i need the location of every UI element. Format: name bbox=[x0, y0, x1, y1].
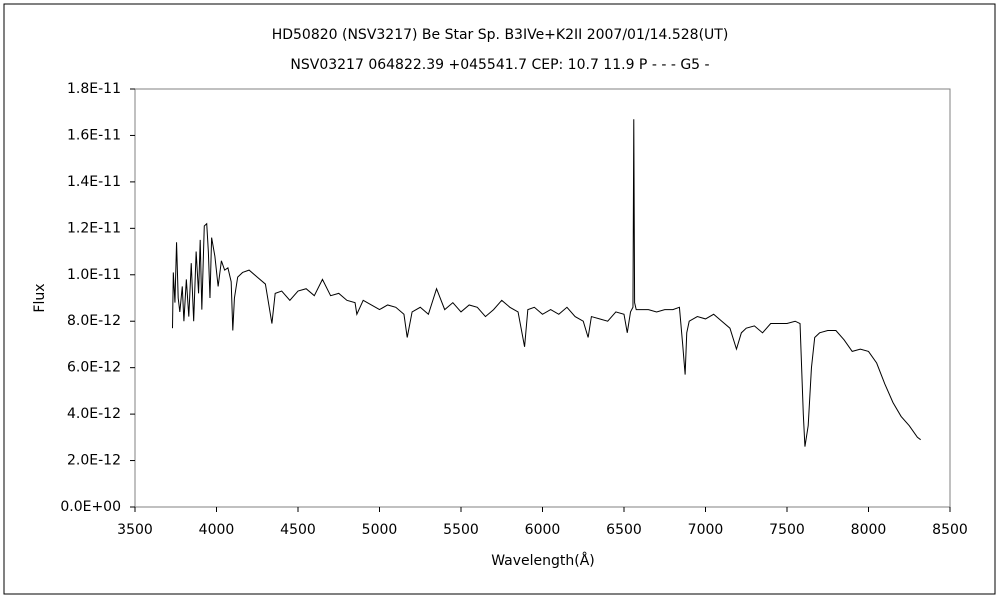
x-tick-label: 6500 bbox=[606, 522, 642, 538]
y-tick-label: 1.0E-11 bbox=[67, 267, 121, 283]
y-axis-title: Flux bbox=[32, 283, 48, 312]
y-tick-label: 0.0E+00 bbox=[60, 499, 121, 515]
x-tick-label: 4500 bbox=[280, 522, 316, 538]
y-tick-label: 8.0E-12 bbox=[67, 313, 121, 329]
y-tick-label: 1.8E-11 bbox=[67, 81, 121, 97]
chart-border bbox=[3, 3, 996, 595]
x-tick-label: 3500 bbox=[117, 522, 153, 538]
y-tick-label: 6.0E-12 bbox=[67, 360, 121, 376]
x-tick-label: 6000 bbox=[525, 522, 561, 538]
y-tick-label: 1.6E-11 bbox=[67, 127, 121, 143]
chart-subtitle: NSV03217 064822.39 +045541.7 CEP: 10.7 1… bbox=[290, 57, 709, 73]
y-tick-label: 2.0E-12 bbox=[67, 453, 121, 469]
x-tick-label: 5500 bbox=[443, 522, 479, 538]
chart-title: HD50820 (NSV3217) Be Star Sp. B3IVe+K2II… bbox=[272, 27, 729, 43]
x-tick-label: 7000 bbox=[688, 522, 724, 538]
x-tick-label: 8000 bbox=[851, 522, 887, 538]
x-tick-label: 7500 bbox=[769, 522, 805, 538]
y-tick-label: 1.2E-11 bbox=[67, 220, 121, 236]
x-tick-label: 8500 bbox=[932, 522, 968, 538]
y-tick-label: 4.0E-12 bbox=[67, 406, 121, 422]
spectrum-line bbox=[171, 119, 921, 447]
x-tick-label: 4000 bbox=[199, 522, 235, 538]
x-axis-title: Wavelength(Å) bbox=[491, 552, 595, 569]
x-tick-label: 5000 bbox=[362, 522, 398, 538]
y-tick-label: 1.4E-11 bbox=[67, 174, 121, 190]
